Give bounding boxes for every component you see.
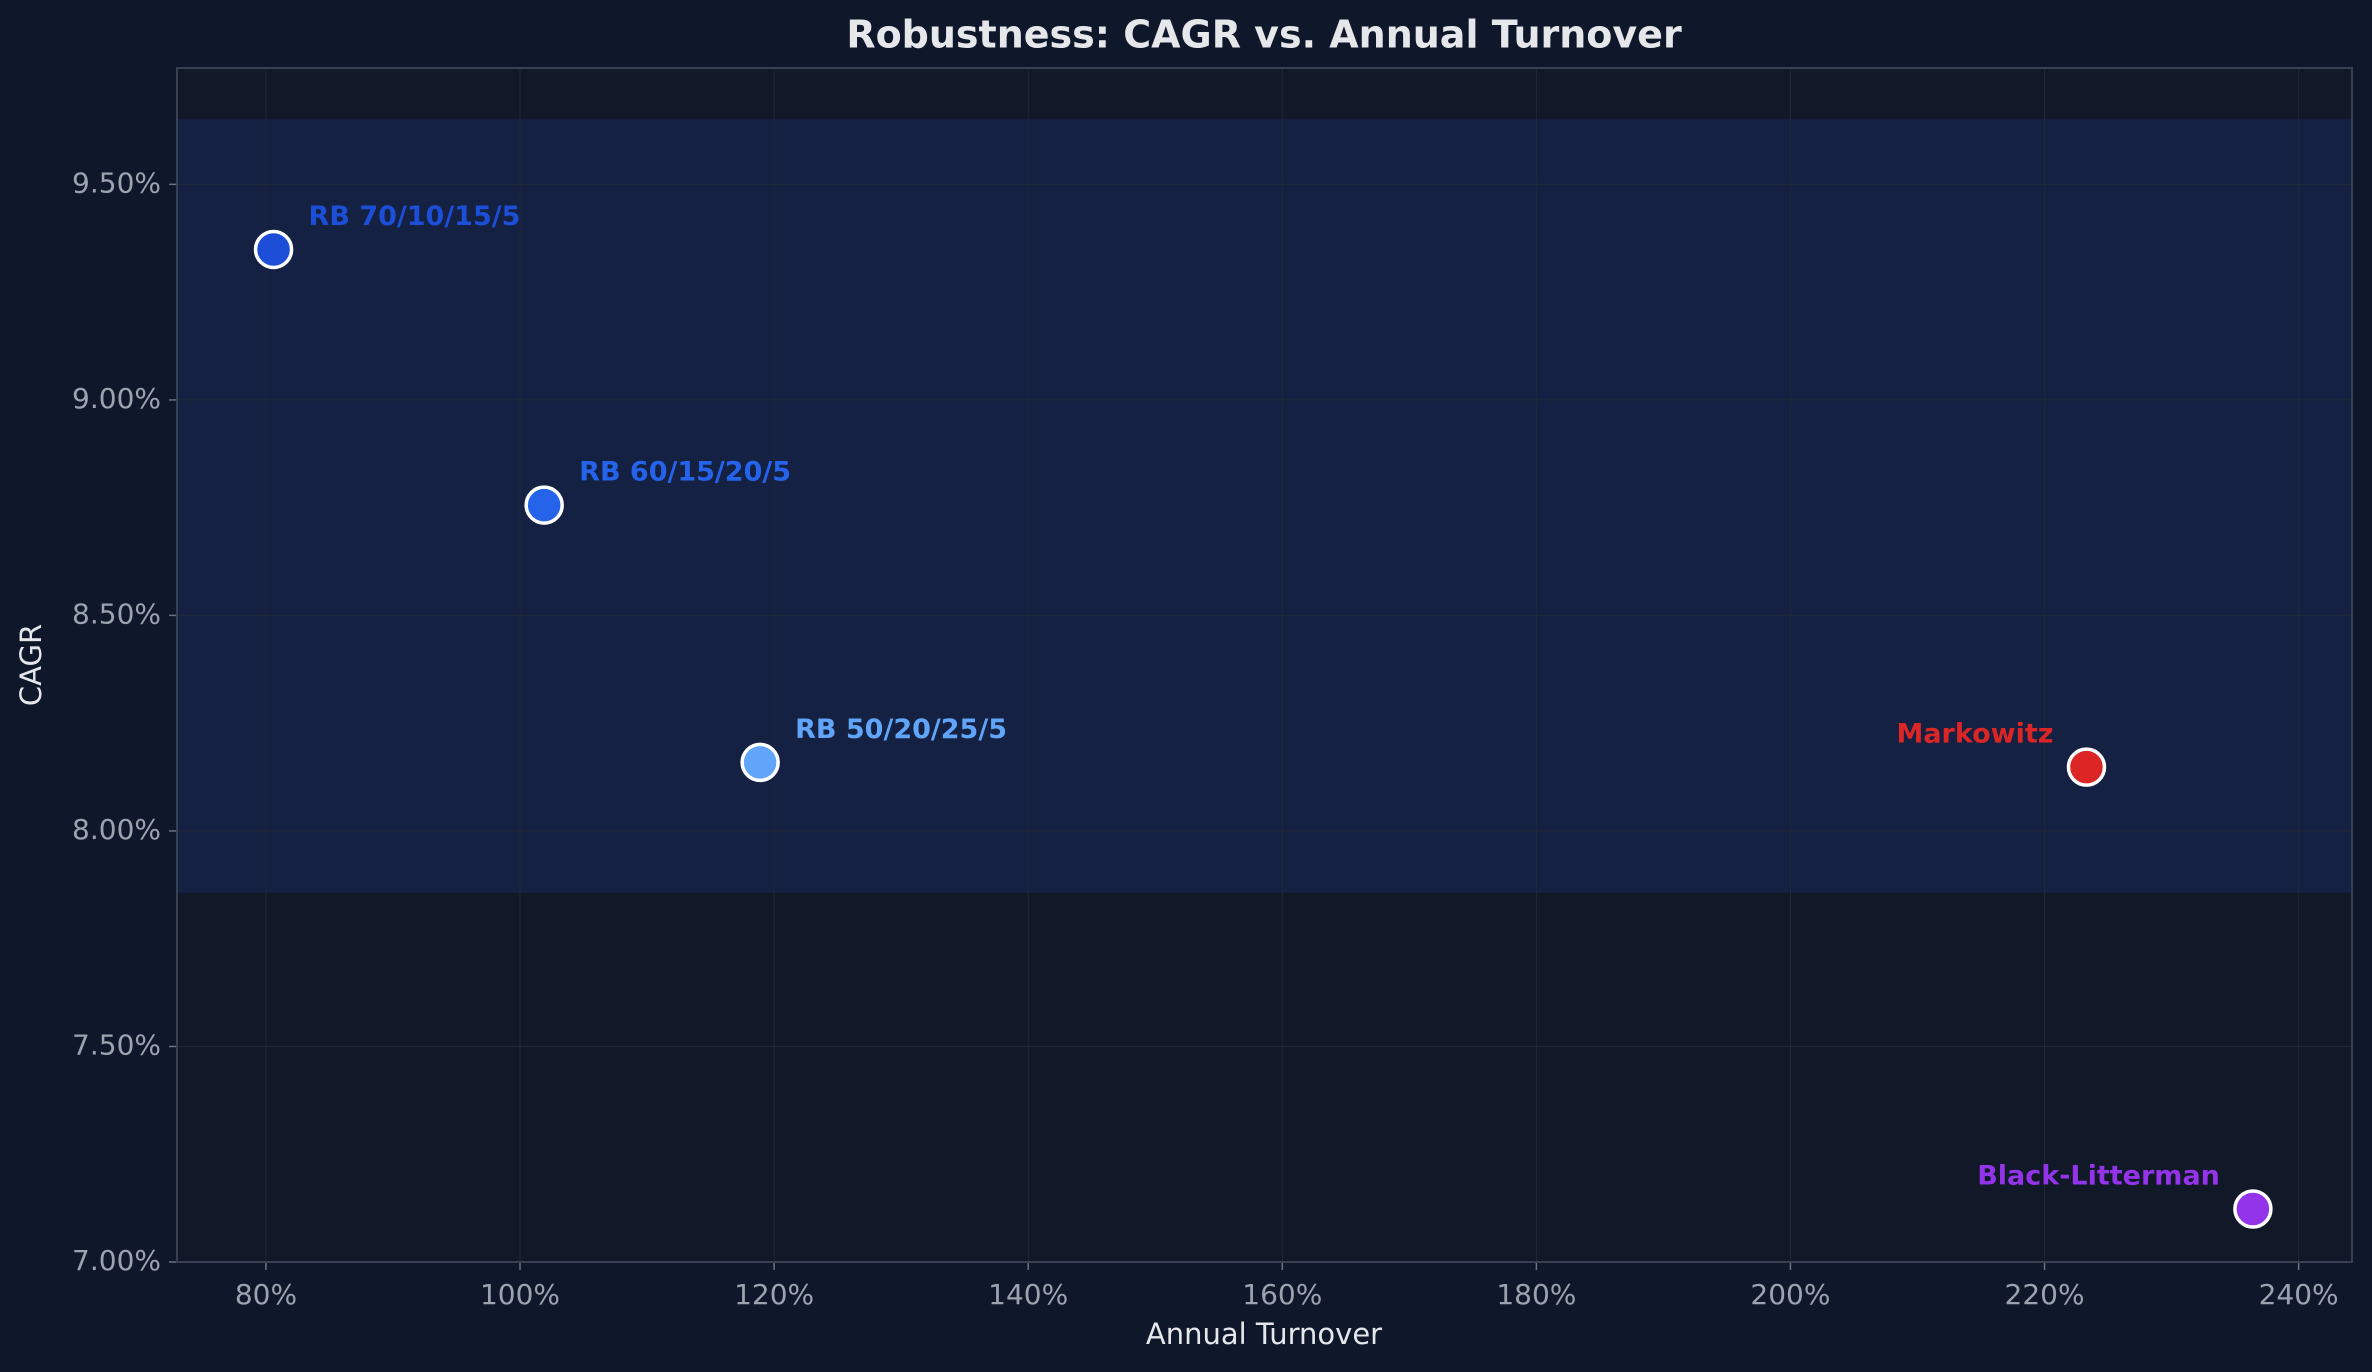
- y-tick-label: 7.50%: [72, 1028, 161, 1061]
- x-tick-label: 240%: [2259, 1278, 2339, 1311]
- chart-title: Robustness: CAGR vs. Annual Turnover: [846, 13, 1682, 57]
- plot-area: [177, 68, 2352, 1262]
- scatter-point: [253, 229, 294, 270]
- x-tick-label: 160%: [1242, 1278, 1322, 1311]
- y-tick-label: 9.00%: [72, 382, 161, 415]
- scatter-point: [740, 742, 780, 783]
- x-axis-label: Annual Turnover: [1146, 1317, 1382, 1351]
- shaded-band: [177, 119, 2352, 893]
- x-tick-label: 220%: [2005, 1278, 2085, 1311]
- point-label: RB 70/10/15/5: [309, 201, 521, 232]
- point-label: RB 50/20/25/5: [795, 714, 1007, 745]
- point-label: Black-Litterman: [1977, 1160, 2220, 1191]
- scatter-point: [2233, 1189, 2273, 1229]
- point-label: RB 60/15/20/5: [579, 457, 791, 488]
- y-tick-label: 7.00%: [72, 1244, 161, 1277]
- y-tick-label: 8.00%: [72, 813, 161, 846]
- x-tick-label: 120%: [734, 1278, 814, 1311]
- x-tick-label: 140%: [988, 1278, 1068, 1311]
- y-axis-label: CAGR: [14, 624, 48, 706]
- y-tick-label: 8.50%: [72, 597, 161, 630]
- plot-frame: [176, 67, 2353, 1263]
- x-tick-label: 180%: [1496, 1278, 1576, 1311]
- x-tick-label: 80%: [235, 1278, 297, 1311]
- scatter-point: [2066, 747, 2107, 787]
- point-label: Markowitz: [1896, 719, 2053, 750]
- x-tick-label: 200%: [1750, 1278, 1830, 1311]
- y-tick-label: 9.50%: [72, 166, 161, 199]
- x-tick-label: 100%: [480, 1278, 560, 1311]
- scatter-point: [524, 485, 564, 525]
